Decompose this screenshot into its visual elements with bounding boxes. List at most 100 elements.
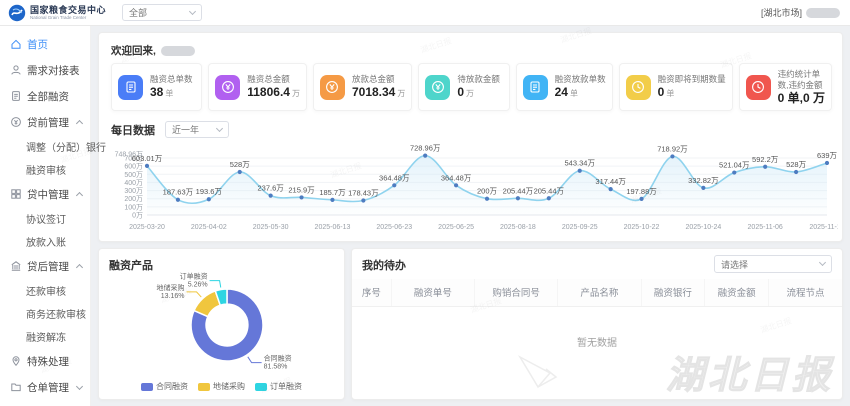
sidebar-subitem[interactable]: 还款审核 [26, 287, 66, 298]
stat-unit: 万 [466, 88, 475, 98]
sidebar-subitem[interactable]: 商务还款审核 [26, 310, 86, 321]
date-range-select[interactable]: 近一年 [165, 121, 229, 138]
sidebar-item-loan-pre[interactable]: 贷前管理 [0, 109, 90, 135]
daily-line-chart: 0万100万200万300万400万500万600万700万748.96万603… [115, 144, 838, 231]
sidebar-item-label: 特殊处理 [27, 355, 69, 368]
svg-text:178.43万: 178.43万 [348, 188, 379, 197]
svg-text:592.2万: 592.2万 [752, 155, 779, 164]
chevron-up-icon [75, 191, 84, 200]
sidebar-item-user[interactable]: 需求对接表 [0, 57, 90, 83]
svg-text:639万: 639万 [817, 151, 838, 160]
todo-table: 序号 融资单号 购销合同号 产品名称 融资银行 融资金额 流程节点 [352, 279, 842, 307]
stat-value: 0 单,0 万 [777, 91, 825, 105]
sidebar-item-label: 首页 [27, 38, 48, 51]
svg-text:2025-06-13: 2025-06-13 [315, 224, 351, 231]
svg-text:200万: 200万 [124, 195, 143, 203]
stat-label: 违约统计单数,违约金额 [777, 69, 823, 90]
todo-card: 我的待办 请选择 序号 融资单号 购销合同号 产品名称 融资银行 融资金额 流程节点 暂无数… [351, 248, 843, 400]
finance-orders-icon [118, 74, 143, 100]
sidebar-item-loan-mid[interactable]: 贷中管理 [0, 181, 90, 207]
legend-item[interactable]: 地储采购 [198, 381, 245, 392]
svg-text:185.7万: 185.7万 [319, 188, 346, 197]
donut-legend: 合同融资 地储采购 订单融资 [99, 381, 344, 392]
stat-card: 融资即将到期数量 0 单 [618, 63, 733, 111]
sidebar-item-special[interactable]: 特殊处理 [0, 348, 90, 374]
table-column-header: 流程节点 [768, 279, 842, 307]
legend-swatch [255, 382, 267, 391]
svg-text:2025-10-22: 2025-10-22 [624, 224, 660, 231]
logo-title: 国家粮食交易中心 [30, 4, 107, 15]
loan-pre-icon [11, 117, 21, 127]
svg-text:100万: 100万 [124, 203, 143, 211]
svg-text:81.58%: 81.58% [264, 364, 288, 371]
svg-text:197.88万: 197.88万 [626, 187, 657, 196]
svg-text:订单融资: 订单融资 [180, 272, 208, 281]
svg-text:2025-09-25: 2025-09-25 [562, 224, 598, 231]
home-icon [11, 39, 21, 49]
sidebar-item-label: 贷前管理 [27, 116, 69, 129]
market-filter-value: 全部 [129, 8, 148, 18]
products-title: 融资产品 [109, 260, 153, 272]
sidebar-subitem[interactable]: 融资解冻 [26, 333, 66, 344]
stat-card: 融资总单数 38 单 [111, 63, 203, 111]
svg-text:521.04万: 521.04万 [719, 161, 750, 170]
stat-card: 融资放款单数 24 单 [515, 63, 613, 111]
svg-text:2025-04-02: 2025-04-02 [191, 224, 227, 231]
svg-text:200万: 200万 [477, 187, 498, 196]
legend-label: 地储采购 [213, 382, 245, 391]
svg-text:600万: 600万 [124, 163, 143, 171]
legend-swatch [141, 382, 153, 391]
chevron-down-icon [188, 7, 197, 15]
sidebar: 首页需求对接表全部融资贷前管理调整（分配）银行 融资审核贷中管理协议签订放款入账贷… [0, 26, 106, 406]
stat-unit: 单 [666, 88, 675, 98]
svg-text:603.01万: 603.01万 [132, 154, 163, 163]
sidebar-menu: 首页需求对接表全部融资贷前管理调整（分配）银行 融资审核贷中管理协议签订放款入账贷… [0, 31, 106, 400]
sidebar-subitem[interactable]: 放款入账 [26, 238, 66, 249]
svg-text:2025-03-20: 2025-03-20 [129, 224, 165, 231]
svg-text:2025-06-25: 2025-06-25 [438, 224, 474, 231]
stat-card: 违约统计单数,违约金额 0 单,0 万 [738, 63, 832, 111]
sidebar-item-warehouse[interactable]: 仓单管理 [0, 374, 90, 400]
sidebar-subitem[interactable]: 协议签订 [26, 215, 66, 226]
app-logo: 国家粮食交易中心 National Grain Trade Center [8, 4, 106, 22]
svg-text:2025-08-18: 2025-08-18 [500, 224, 536, 231]
sidebar-subitem[interactable]: 调整（分配）银行 [26, 143, 106, 154]
redacted-username[interactable] [806, 7, 840, 18]
overview-card: 欢迎回来, 融资总单数 38 单融资总金额 11806.4 万放款总金额 7018.34 万… [98, 32, 843, 242]
special-icon [12, 356, 20, 367]
sidebar-item-label: 全部融资 [27, 90, 69, 103]
svg-text:237.6万: 237.6万 [257, 184, 284, 193]
svg-text:748.96万: 748.96万 [115, 151, 143, 159]
sidebar-item-document[interactable]: 全部融资 [0, 83, 90, 109]
stat-value: 7018.34 万 [351, 84, 406, 99]
sidebar-item-label: 需求对接表 [27, 64, 80, 77]
main-content: 欢迎回来, 融资总单数 38 单融资总金额 11806.4 万放款总金额 7018.34 万… [91, 26, 850, 406]
stat-label: 融资总金额 [247, 73, 290, 84]
loan-total-icon [319, 74, 345, 100]
svg-text:528万: 528万 [230, 160, 251, 169]
svg-text:193.6万: 193.6万 [196, 187, 223, 196]
stat-unit: 万 [397, 88, 406, 98]
table-column-header: 融资单号 [391, 279, 475, 307]
market-filter-select[interactable]: 全部 [122, 4, 203, 21]
daily-data-title: 每日数据 [111, 124, 155, 137]
sidebar-subitem[interactable]: 融资审核 [26, 166, 66, 177]
table-column-header: 购销合同号 [474, 279, 559, 307]
sidebar-item-home[interactable]: 首页 [0, 31, 90, 57]
stat-value: 24 单 [554, 84, 578, 99]
sidebar-item-loan-post[interactable]: 贷后管理 [0, 253, 90, 279]
table-column-header: 产品名称 [557, 279, 642, 307]
stat-value: 38 单 [150, 84, 174, 99]
logo-icon [8, 4, 26, 21]
legend-item[interactable]: 订单融资 [255, 381, 302, 392]
loan-post-icon [11, 261, 21, 271]
todo-filter-select[interactable]: 请选择 [714, 255, 832, 273]
logo-subtitle: National Grain Trade Center [30, 14, 87, 20]
todo-filter-value: 请选择 [721, 259, 749, 270]
stat-label: 融资总单数 [150, 73, 193, 84]
table-column-header: 融资金额 [704, 279, 769, 307]
svg-text:317.44万: 317.44万 [595, 177, 626, 186]
date-range-value: 近一年 [172, 125, 200, 135]
legend-item[interactable]: 合同融资 [141, 381, 188, 392]
